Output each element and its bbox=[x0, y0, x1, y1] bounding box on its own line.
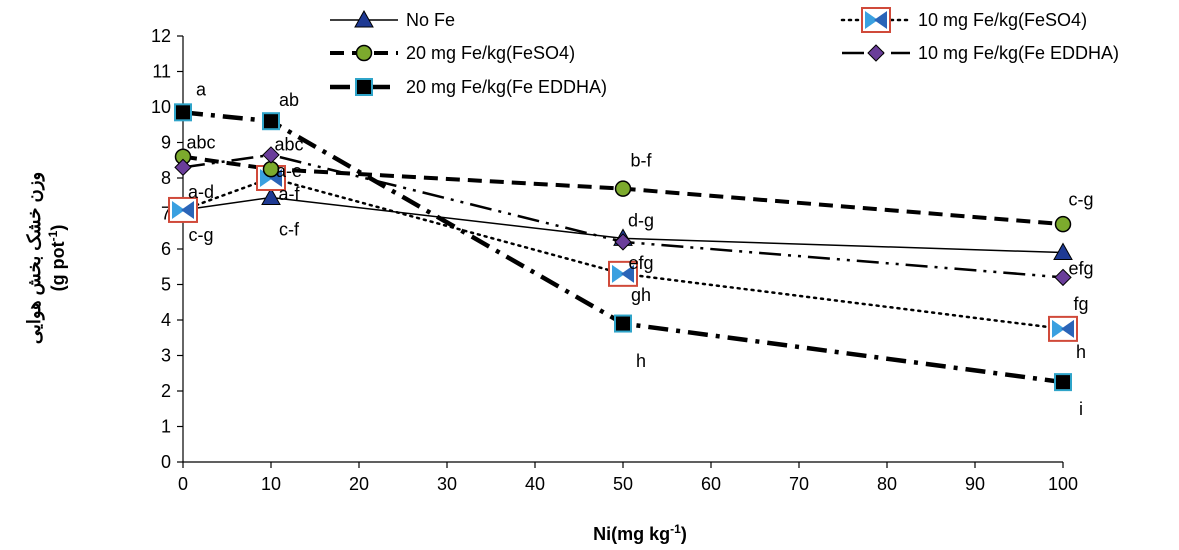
point-label: fg bbox=[1073, 294, 1088, 314]
x-ticks: 0 10 20 30 40 50 60 70 80 90 100 bbox=[178, 462, 1078, 494]
y-axis-title-line1: وزن خشک بخش هوایی bbox=[24, 172, 45, 344]
data-point-marker bbox=[608, 260, 638, 287]
data-point-marker bbox=[614, 233, 632, 251]
point-label: efg bbox=[1068, 259, 1093, 279]
y-tick-label: 2 bbox=[161, 381, 171, 401]
legend-label: 10 mg Fe/kg(Fe EDDHA) bbox=[918, 43, 1119, 63]
data-point-marker bbox=[262, 112, 280, 131]
y-tick-label: 3 bbox=[161, 346, 171, 366]
legend-entry: 20 mg Fe/kg(FeSO4) bbox=[330, 43, 575, 63]
data-point-marker bbox=[1054, 268, 1072, 287]
x-axis-title-main: Ni(mg kg bbox=[593, 524, 670, 544]
legend-label: 20 mg Fe/kg(FeSO4) bbox=[406, 43, 575, 63]
data-point-marker bbox=[355, 44, 373, 62]
y-tick-label: 6 bbox=[161, 239, 171, 259]
x-tick-label: 20 bbox=[349, 474, 369, 494]
point-label: i bbox=[1079, 399, 1083, 419]
data-point-marker bbox=[1054, 215, 1072, 233]
data-point-marker bbox=[1053, 242, 1073, 261]
x-tick-label: 50 bbox=[613, 474, 633, 494]
legend-label: No Fe bbox=[406, 10, 455, 30]
y-tick-label: 5 bbox=[161, 275, 171, 295]
y-tick-label: 10 bbox=[151, 97, 171, 117]
data-point-marker bbox=[1048, 315, 1078, 342]
point-label: ab bbox=[279, 90, 299, 110]
legend-entry: 20 mg Fe/kg(Fe EDDHA) bbox=[330, 77, 607, 97]
y-axis-title-line2-main: (g pot bbox=[48, 241, 68, 291]
point-label: c-g bbox=[188, 225, 213, 245]
series-line bbox=[182, 154, 1064, 227]
point-label: abc bbox=[274, 134, 303, 154]
y-tick-label: 0 bbox=[161, 452, 171, 472]
legend-entry: No Fe bbox=[330, 9, 455, 30]
point-label: a-e bbox=[276, 161, 302, 181]
data-point-marker bbox=[861, 7, 891, 33]
point-label: h bbox=[636, 351, 646, 371]
legend-entry: 10 mg Fe/kg(Fe EDDHA) bbox=[842, 43, 1119, 63]
point-label: c-f bbox=[279, 219, 300, 239]
y-tick-label: 1 bbox=[161, 417, 171, 437]
series-line bbox=[182, 110, 1064, 385]
data-point-marker bbox=[261, 187, 281, 206]
series-line bbox=[181, 176, 1065, 331]
data-point-marker bbox=[174, 103, 192, 122]
data-point-marker bbox=[867, 44, 885, 62]
y-tick-label: 7 bbox=[161, 204, 171, 224]
series-lines bbox=[181, 110, 1065, 385]
point-label: b-f bbox=[630, 150, 652, 170]
point-label: gh bbox=[631, 285, 651, 305]
data-point-marker bbox=[168, 196, 198, 223]
series-line bbox=[182, 196, 1064, 254]
x-axis-title-sup: -1 bbox=[670, 522, 681, 536]
legend-label: 20 mg Fe/kg(Fe EDDHA) bbox=[406, 77, 607, 97]
y-tick-label: 8 bbox=[161, 168, 171, 188]
point-label: efg bbox=[628, 253, 653, 273]
legend: No Fe 20 mg Fe/kg(FeSO4) 20 mg Fe/kg(Fe ED… bbox=[330, 7, 1119, 97]
x-axis-title-end: ) bbox=[681, 524, 687, 544]
x-tick-label: 30 bbox=[437, 474, 457, 494]
x-axis-title: Ni(mg kg-1) bbox=[593, 522, 687, 544]
point-label: a-d bbox=[188, 182, 214, 202]
y-tick-label: 11 bbox=[152, 62, 171, 82]
x-tick-label: 0 bbox=[178, 474, 188, 494]
x-tick-label: 100 bbox=[1048, 474, 1078, 494]
point-annotations: a abc a-d c-g ab abc a-e a-f c-f b-f d-g efg gh h c-g e… bbox=[186, 79, 1093, 419]
series-markers bbox=[168, 103, 1078, 392]
data-point-marker bbox=[355, 78, 373, 96]
data-point-marker bbox=[354, 9, 374, 28]
x-tick-label: 60 bbox=[701, 474, 721, 494]
x-tick-label: 10 bbox=[261, 474, 281, 494]
legend-entry: 10 mg Fe/kg(FeSO4) bbox=[840, 7, 1087, 33]
legend-label: 10 mg Fe/kg(FeSO4) bbox=[918, 10, 1087, 30]
data-point-marker bbox=[614, 314, 632, 333]
y-axis-title-line2-end: ) bbox=[48, 225, 68, 231]
x-tick-label: 80 bbox=[877, 474, 897, 494]
x-tick-label: 40 bbox=[525, 474, 545, 494]
point-label: a bbox=[196, 79, 207, 99]
data-point-marker bbox=[174, 158, 192, 177]
data-point-marker bbox=[1054, 373, 1072, 392]
point-label: a-f bbox=[278, 184, 300, 204]
y-tick-label: 4 bbox=[161, 310, 171, 330]
x-tick-label: 70 bbox=[789, 474, 809, 494]
y-axis-title-line2-sup: -1 bbox=[46, 230, 60, 241]
y-axis-title-line2: (g pot-1) bbox=[46, 225, 68, 292]
point-label: abc bbox=[186, 133, 215, 153]
point-label: h bbox=[1076, 342, 1086, 362]
point-label: d-g bbox=[628, 211, 654, 231]
point-label: c-g bbox=[1068, 189, 1093, 209]
y-tick-label: 12 bbox=[151, 26, 171, 46]
y-tick-label: 9 bbox=[161, 133, 171, 153]
data-point-marker bbox=[262, 146, 280, 164]
x-tick-label: 90 bbox=[965, 474, 985, 494]
data-point-marker bbox=[614, 180, 632, 197]
